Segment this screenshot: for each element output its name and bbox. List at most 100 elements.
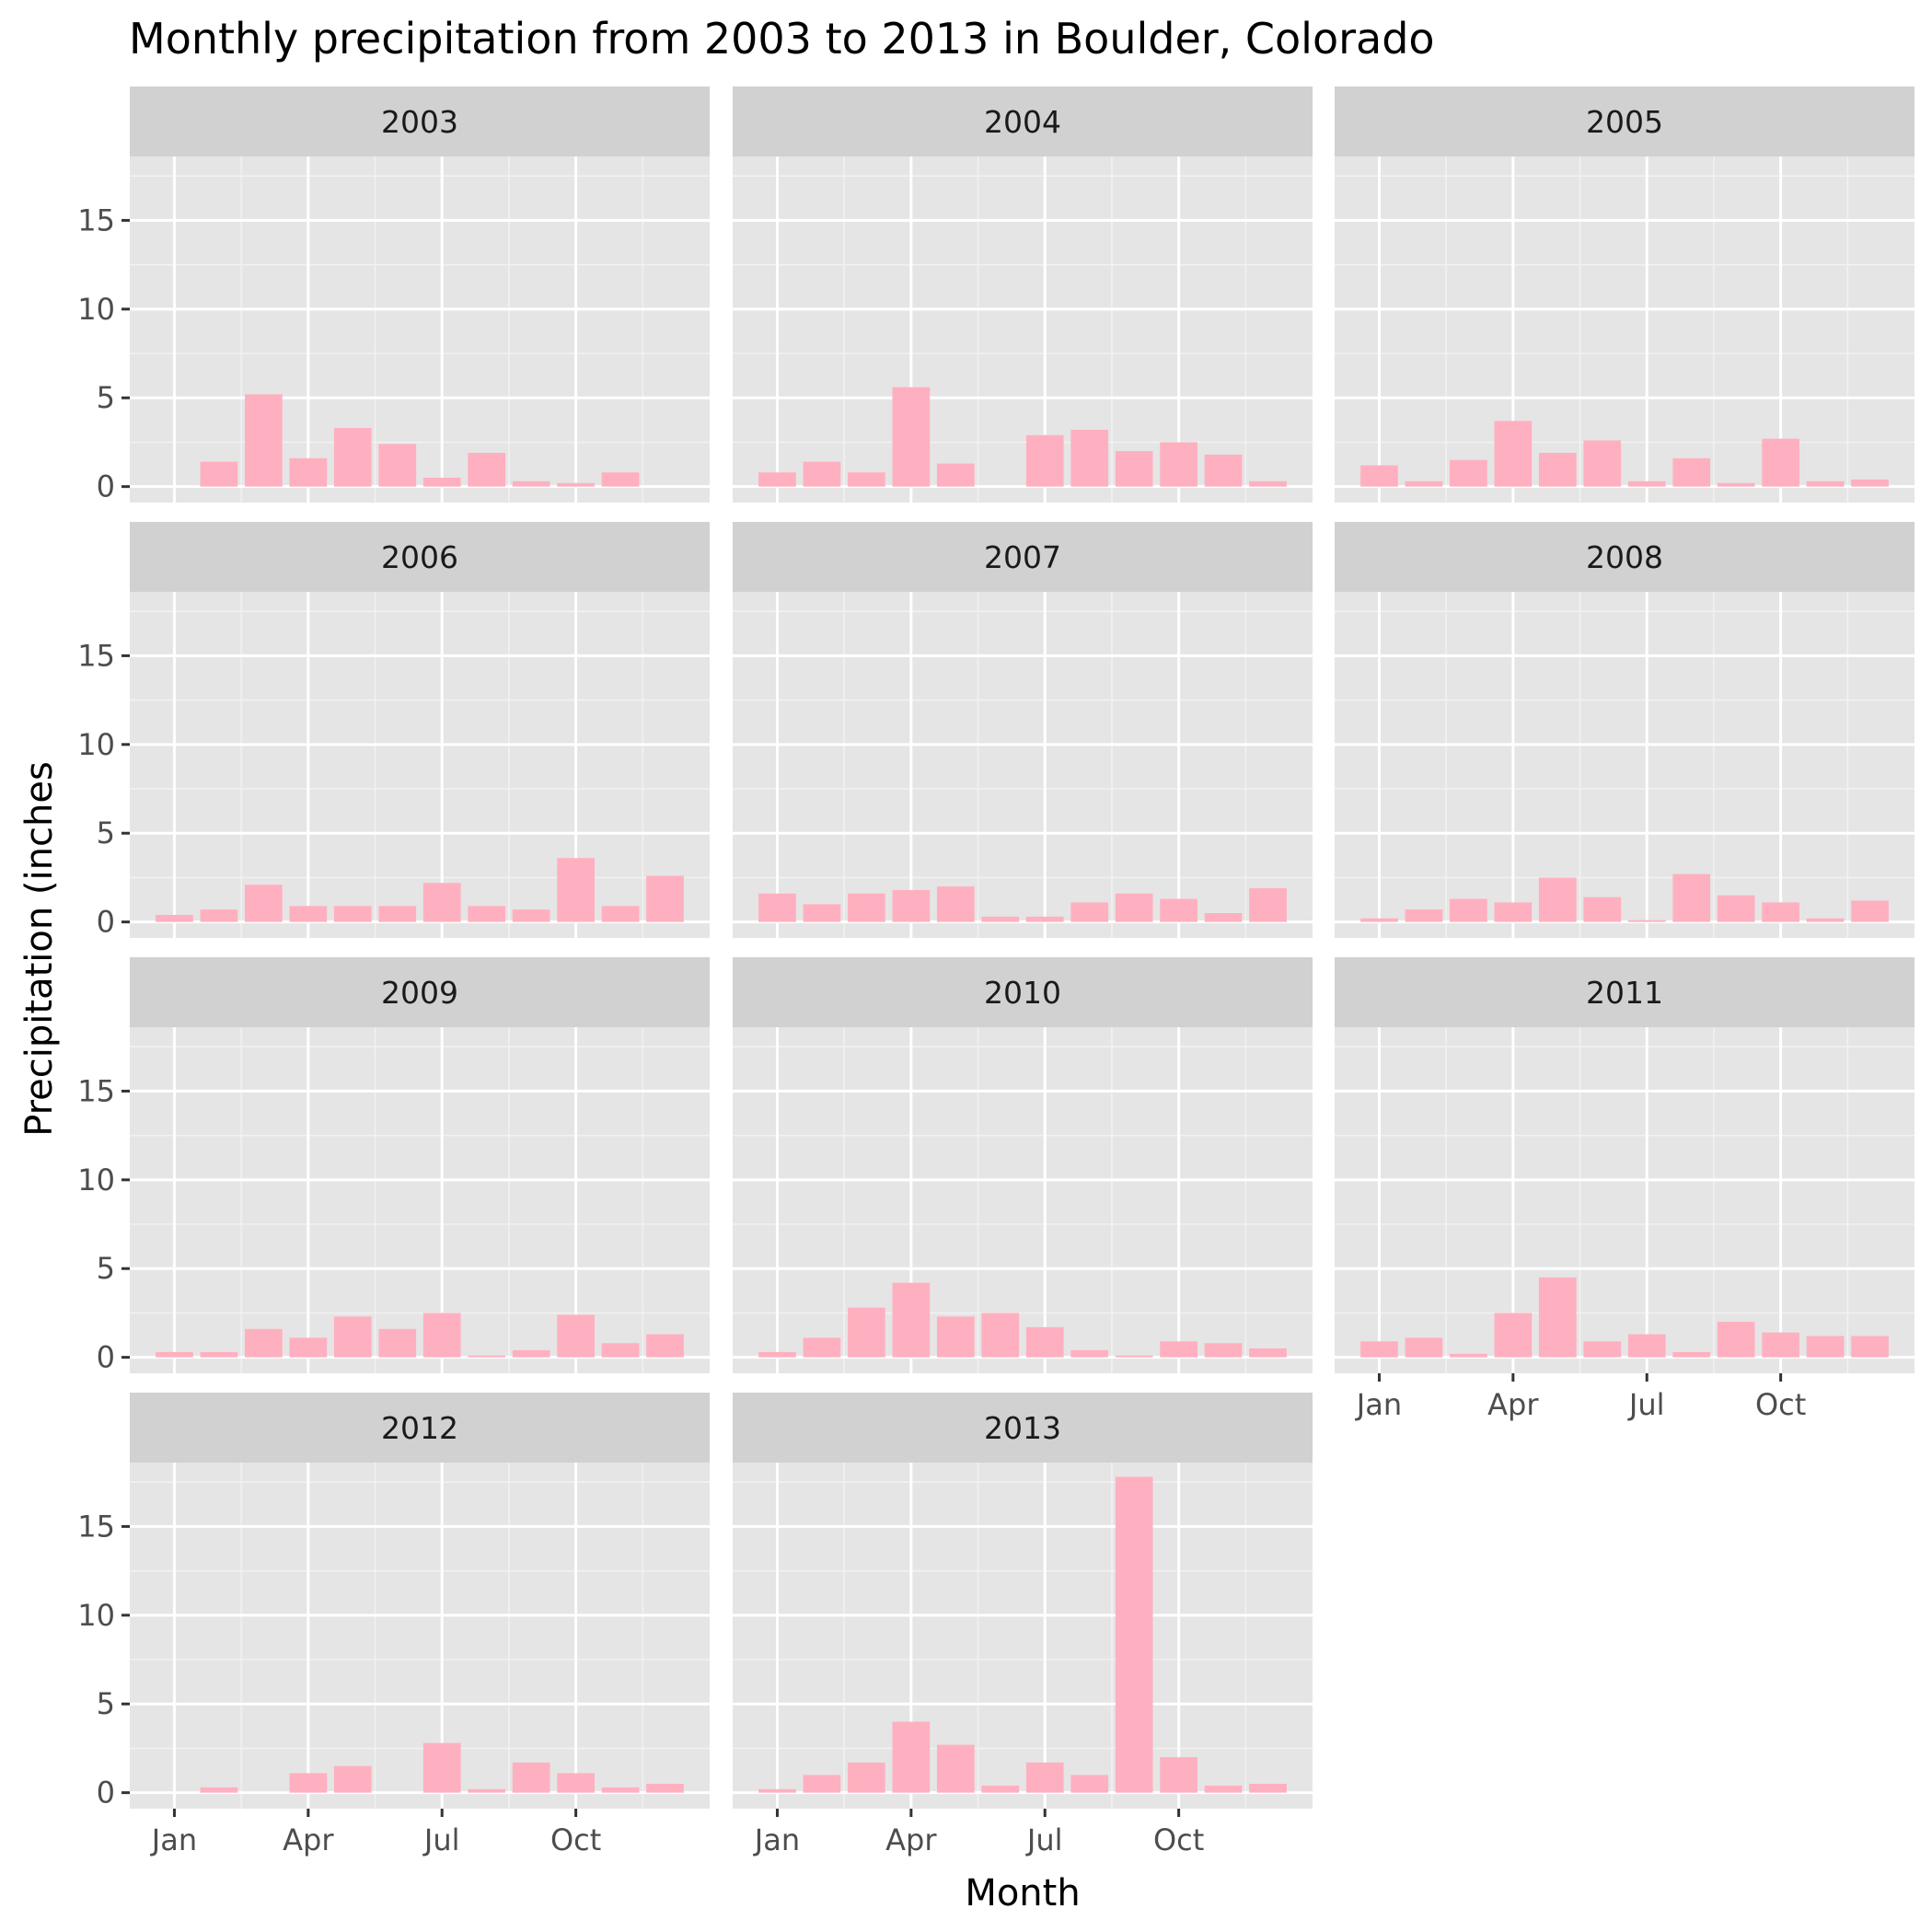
bar-2005-Apr bbox=[1494, 421, 1533, 487]
bar-2009-Oct bbox=[557, 1314, 595, 1358]
bar-2010-May bbox=[936, 1316, 975, 1358]
facet-label: 2012 bbox=[381, 1410, 458, 1446]
bar-2006-Dec bbox=[646, 875, 684, 922]
bar-2003-Jul bbox=[422, 478, 461, 487]
bar-2003-Oct bbox=[557, 482, 595, 487]
bar-2008-Jun bbox=[1583, 897, 1622, 922]
facet-label: 2004 bbox=[984, 104, 1061, 140]
bar-2011-Aug bbox=[1672, 1351, 1711, 1358]
bar-2003-Apr bbox=[289, 457, 328, 487]
bar-2010-Jun bbox=[981, 1313, 1020, 1358]
bar-2004-Oct bbox=[1160, 442, 1197, 487]
bar-2006-Jun bbox=[378, 906, 417, 922]
y-tick-label: 10 bbox=[77, 292, 115, 327]
bar-2012-Apr bbox=[289, 1773, 328, 1793]
bar-2012-Jul bbox=[422, 1742, 461, 1793]
bar-2013-May bbox=[936, 1744, 975, 1793]
x-tick-label: Apr bbox=[885, 1822, 937, 1857]
bar-2008-May bbox=[1538, 877, 1577, 922]
panel-background bbox=[1335, 1027, 1915, 1373]
bar-2008-Jan bbox=[1360, 918, 1398, 922]
bar-2008-Nov bbox=[1806, 918, 1845, 922]
bar-2005-Aug bbox=[1672, 457, 1711, 487]
bar-2009-Aug bbox=[468, 1355, 506, 1358]
bar-2012-May bbox=[333, 1765, 372, 1793]
bar-2005-Jun bbox=[1583, 440, 1622, 487]
bar-2007-Dec bbox=[1249, 888, 1287, 922]
bar-2010-Feb bbox=[803, 1337, 841, 1358]
bar-2004-Aug bbox=[1070, 429, 1109, 487]
bar-2011-May bbox=[1538, 1277, 1577, 1358]
x-tick-label: Oct bbox=[550, 1822, 601, 1857]
bar-2003-Mar bbox=[245, 394, 283, 487]
bar-2009-Mar bbox=[245, 1328, 283, 1358]
panel-background bbox=[733, 156, 1313, 503]
y-tick-label: 0 bbox=[97, 469, 115, 504]
bar-2010-Jul bbox=[1025, 1326, 1064, 1358]
bar-2006-Sep bbox=[512, 909, 550, 922]
panel-background bbox=[130, 156, 710, 503]
facet-strip bbox=[130, 522, 710, 592]
bar-2010-Mar bbox=[848, 1307, 885, 1358]
bar-2003-May bbox=[333, 428, 372, 487]
bar-2009-Sep bbox=[512, 1349, 550, 1358]
facet-panel-2009: 2009 0 5 10 15 bbox=[77, 957, 710, 1375]
bar-2004-Sep bbox=[1115, 451, 1153, 487]
bar-2013-Feb bbox=[803, 1775, 841, 1793]
facet-label: 2003 bbox=[381, 104, 458, 140]
bar-2007-Jan bbox=[758, 893, 796, 922]
facet-strip bbox=[733, 957, 1313, 1027]
bar-2005-Nov bbox=[1806, 480, 1845, 487]
bar-2009-Jul bbox=[422, 1313, 461, 1358]
facet-label: 2005 bbox=[1586, 104, 1663, 140]
bar-2009-Feb bbox=[200, 1351, 238, 1358]
bar-2010-Sep bbox=[1115, 1355, 1153, 1358]
x-tick-label: Jul bbox=[1627, 1387, 1665, 1422]
facet-label: 2010 bbox=[984, 975, 1061, 1011]
chart-title: Monthly precipitation from 2003 to 2013 … bbox=[129, 14, 1435, 64]
bar-2004-Mar bbox=[848, 472, 885, 487]
y-tick-label: 10 bbox=[77, 727, 115, 762]
y-tick-label: 5 bbox=[97, 1686, 115, 1721]
bar-2013-Mar bbox=[848, 1762, 885, 1793]
bar-2004-Apr bbox=[892, 387, 931, 487]
facet-panel-2003: 2003 0 5 10 15 bbox=[77, 87, 710, 504]
y-tick-label: 0 bbox=[97, 905, 115, 940]
x-tick-label: Jul bbox=[422, 1822, 460, 1857]
bar-2007-Feb bbox=[803, 904, 841, 922]
facet-strip bbox=[733, 1393, 1313, 1463]
bar-2003-Aug bbox=[468, 453, 506, 487]
facet-panel-2007: 2007 bbox=[733, 522, 1313, 938]
bar-2007-Oct bbox=[1160, 898, 1197, 922]
bar-2008-Aug bbox=[1672, 873, 1711, 922]
bar-2003-Nov bbox=[601, 472, 640, 487]
bar-2004-May bbox=[936, 463, 975, 487]
bar-2013-Dec bbox=[1249, 1784, 1287, 1793]
bar-2004-Jul bbox=[1025, 434, 1064, 487]
bar-2011-Dec bbox=[1851, 1336, 1889, 1358]
facet-grid: 2003 0 5 10 15 2004 2005 2006 0 5 10 15 2007 2008 2009… bbox=[77, 87, 1915, 1857]
bar-2007-Jul bbox=[1025, 916, 1064, 922]
bar-2012-Oct bbox=[557, 1773, 595, 1793]
bar-2003-Feb bbox=[200, 461, 238, 487]
x-tick-label: Jul bbox=[1025, 1822, 1063, 1857]
y-tick-label: 5 bbox=[97, 1251, 115, 1286]
panel-background bbox=[733, 1463, 1313, 1809]
bar-2013-Nov bbox=[1204, 1785, 1243, 1793]
facet-label: 2011 bbox=[1586, 975, 1663, 1011]
facet-strip bbox=[130, 87, 710, 156]
bar-2011-Mar bbox=[1450, 1353, 1487, 1358]
bar-2004-Jan bbox=[758, 472, 796, 487]
bar-2008-Feb bbox=[1405, 909, 1443, 922]
bar-2005-Mar bbox=[1450, 459, 1487, 487]
bar-2011-Sep bbox=[1717, 1322, 1755, 1358]
facet-panel-2008: 2008 bbox=[1335, 522, 1915, 938]
bar-2009-Nov bbox=[601, 1343, 640, 1358]
bar-2005-May bbox=[1538, 453, 1577, 487]
bar-2009-Apr bbox=[289, 1337, 328, 1358]
y-tick-label: 5 bbox=[97, 380, 115, 415]
panel-background bbox=[130, 1027, 710, 1373]
y-tick-label: 0 bbox=[97, 1776, 115, 1811]
bar-2010-Apr bbox=[892, 1282, 931, 1358]
bar-2008-Apr bbox=[1494, 902, 1533, 922]
